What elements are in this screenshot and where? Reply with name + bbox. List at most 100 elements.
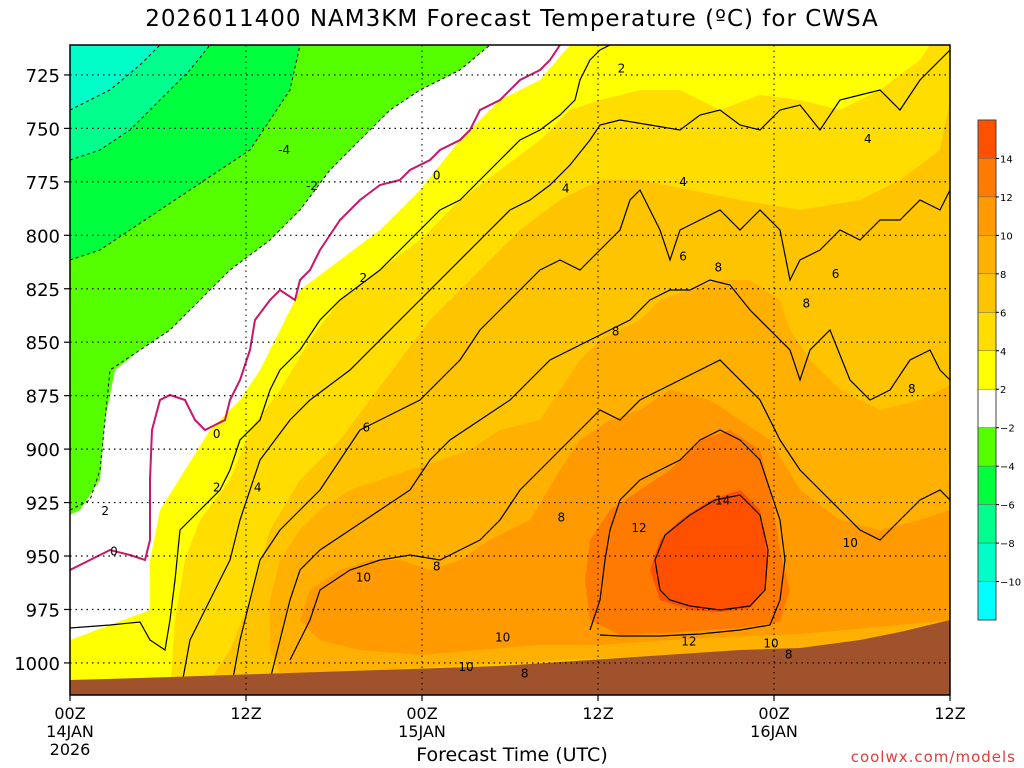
contour-label: 12 [631,521,646,535]
colorbar-label: −10 [1000,578,1021,589]
contour-label: 8 [433,560,441,574]
x-tick-label: 12Z [230,704,261,723]
contour-label: 2 [101,504,109,518]
contour-neg6-line [70,45,211,161]
contour-label: 10 [495,630,510,644]
temperature-fields [70,45,950,695]
contour-label: 2 [213,481,221,495]
contour-label: 10 [356,570,371,584]
contour-neg4-line [70,45,301,261]
x-tick-label: 00Z [54,704,85,723]
x-tick-date: 16JAN [750,722,798,741]
contour-14-line [654,494,769,611]
contour-4-line [179,49,950,695]
colorbar-label: 8 [1000,270,1006,281]
colorbar-swatch [977,158,997,198]
contour-label: 10 [458,660,473,674]
y-tick-label: 975 [26,600,60,621]
credit-text: coolwx.com/models [850,748,1016,766]
contour-label: 2 [618,62,626,76]
colorbar-swatch [977,196,997,236]
colorbar-swatch [977,312,997,352]
ground [70,620,950,695]
y-tick-label: 900 [26,440,60,461]
colorbar-legend: 14 12 10 8 6 4 2 −2 −4 −6 −8 −10 [977,119,1021,621]
colorbar-frame [977,119,997,621]
band-ge-14 [650,490,768,612]
colorbar-swatch [977,542,997,582]
contour-0-line [70,45,561,571]
y-tick-label: 775 [26,173,60,194]
y-axis: 725 750 775 800 825 850 875 900 925 950 975 1000 [14,66,70,675]
contour-label: 2 [360,271,368,285]
contour-label: -4 [278,143,290,157]
plot-frame [69,44,951,696]
x-tick-date: 15JAN [398,722,446,741]
colorbar-label: 2 [1000,385,1006,396]
contour-8-line [269,279,950,681]
contour-12-line [589,429,786,637]
x-axis-label: Forecast Time (UTC) [416,744,608,766]
contour-10-line [289,359,950,661]
y-tick-label: 950 [26,547,60,568]
contour-label: 6 [679,250,687,264]
y-tick-label: 825 [26,280,60,301]
contour-label: 6 [362,421,370,435]
colorbar-label: −4 [1000,462,1015,473]
contour-label: 8 [785,647,793,661]
contour-neg8-line [70,45,161,111]
x-tick-year: 2026 [50,740,91,759]
colorbar-label: 6 [1000,308,1006,319]
y-tick-label: 1000 [14,654,60,675]
colorbar-swatch [977,273,997,313]
contour-label: 4 [864,132,872,146]
contour-label: 0 [110,545,118,559]
y-tick-label: 925 [26,494,60,515]
contour-label: 8 [558,511,566,525]
colorbar-swatch [977,235,997,275]
contour-label: 10 [763,637,778,651]
colorbar-label: −6 [1000,501,1015,512]
colorbar-swatch [977,465,997,505]
y-tick-label: 750 [26,119,60,140]
colorbar-swatch [977,427,997,467]
y-tick-label: 850 [26,333,60,354]
contour-label: 10 [843,536,858,550]
contour-label: 12 [681,635,696,649]
contour-6-line [229,188,950,695]
colorbar-label: 12 [1000,193,1013,204]
contour-label: 4 [679,175,687,189]
x-tick-date: 14JAN [46,722,94,741]
contour-label: 14 [715,493,730,507]
contour-label: 6 [832,267,840,281]
colorbar-label: 10 [1000,231,1013,242]
contour-label: 4 [562,181,570,195]
contour-2-line [70,45,611,652]
colorbar-swatch [977,504,997,544]
y-tick-label: 725 [26,66,60,87]
contour-label: 0 [213,427,221,441]
x-tick-label: 12Z [934,704,965,723]
colorbar-swatch [977,388,997,428]
y-tick-label: 800 [26,226,60,247]
x-tick-label: 00Z [758,704,789,723]
colorbar-swatch [977,350,997,390]
contour-label: 4 [254,481,262,495]
contour-label: 0 [433,168,441,182]
colorbar-swatch [977,581,997,621]
contour-label: 8 [802,297,810,311]
colorbar-label: 14 [1000,154,1013,165]
colorbar-swatch [977,119,997,159]
colorbar-label: −8 [1000,539,1015,550]
contour-label: 8 [521,667,529,681]
x-tick-label: 12Z [582,704,613,723]
contour-label: 8 [908,382,916,396]
contour-label: 8 [612,325,620,339]
contour-label: 8 [714,260,722,274]
contour-label: -2 [306,179,318,193]
band-neg10-to-neg8 [70,45,160,110]
y-tick-label: 875 [26,387,60,408]
